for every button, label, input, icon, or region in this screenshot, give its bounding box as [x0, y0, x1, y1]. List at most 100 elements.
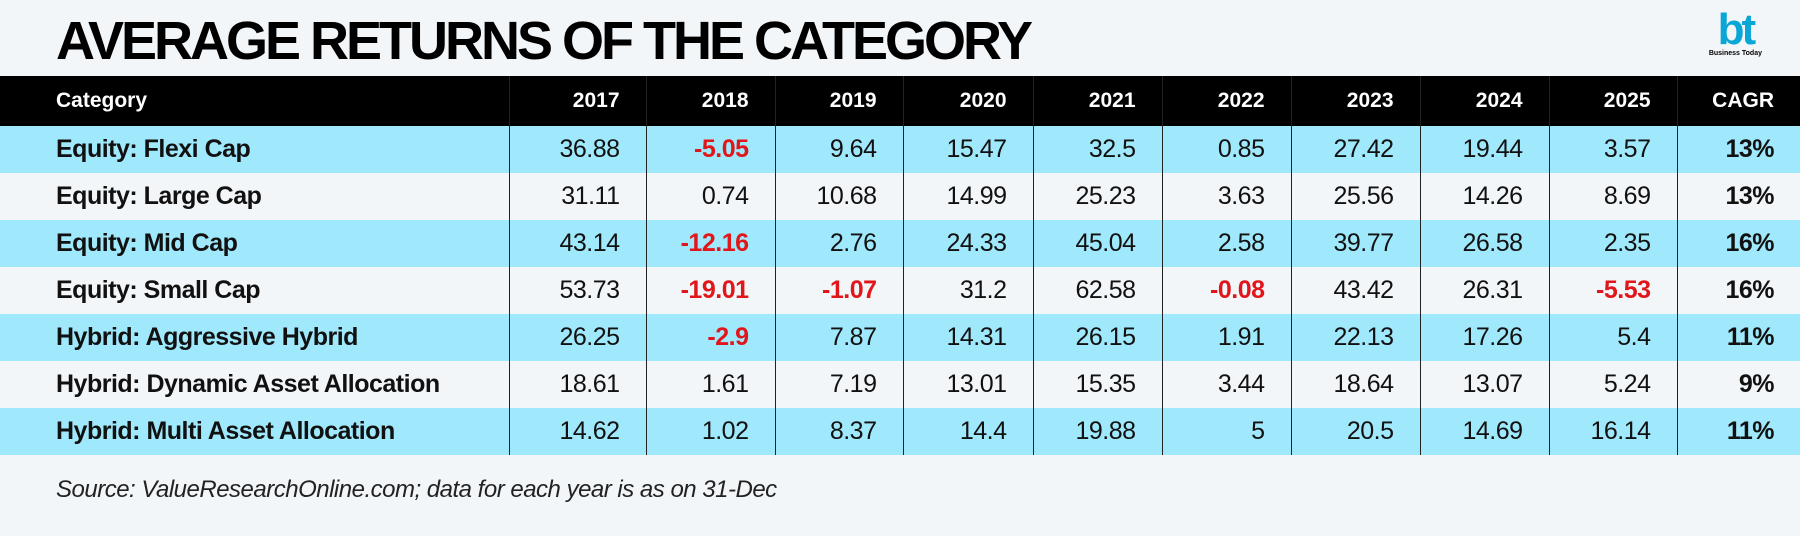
- column-header: 2019: [774, 76, 903, 126]
- value-cell: 26.58: [1419, 220, 1549, 267]
- table-row: Equity: Mid Cap 43.14 -12.16 2.76 24.33 45.04…: [0, 220, 1800, 267]
- value-cell: 3.63: [1161, 173, 1291, 220]
- value-cell: 18.64: [1290, 361, 1420, 408]
- value-cell: 8.69: [1548, 173, 1677, 220]
- category-cell: Equity: Flexi Cap: [0, 126, 509, 173]
- logo-mark: bt: [1717, 5, 1757, 54]
- table-row: Hybrid: Aggressive Hybrid 26.25 -2.9 7.87 14…: [0, 314, 1800, 361]
- column-header: CAGR: [1676, 76, 1800, 126]
- value-cell: -19.01: [645, 267, 775, 314]
- column-header: 2022: [1161, 76, 1291, 126]
- value-cell: -2.9: [645, 314, 775, 361]
- value-cell: 31.11: [508, 173, 646, 220]
- value-cell: 5: [1161, 408, 1291, 455]
- column-header: 2017: [508, 76, 646, 126]
- value-cell: 15.47: [902, 126, 1033, 173]
- value-cell: 25.23: [1032, 173, 1162, 220]
- value-cell: 36.88: [508, 126, 646, 173]
- value-cell: 11%: [1676, 408, 1800, 455]
- value-cell: 7.87: [774, 314, 903, 361]
- value-cell: -0.08: [1161, 267, 1291, 314]
- category-cell: Hybrid: Dynamic Asset Allocation: [56, 370, 440, 398]
- category-cell: Equity: Mid Cap: [0, 220, 509, 267]
- value-cell: 13%: [1676, 126, 1800, 173]
- value-cell: 27.42: [1290, 126, 1420, 173]
- value-cell: -5.53: [1548, 267, 1677, 314]
- value-cell: 15.35: [1032, 361, 1162, 408]
- column-header: 2021: [1032, 76, 1162, 126]
- value-cell: 53.73: [508, 267, 646, 314]
- header-row: Category 2017 2018 2019 2020 2021 2022 2023 2024…: [0, 76, 1800, 126]
- value-cell: 31.2: [902, 267, 1033, 314]
- value-cell: 14.4: [902, 408, 1033, 455]
- value-cell: 9.64: [774, 126, 903, 173]
- column-header: 2020: [902, 76, 1033, 126]
- value-cell: 22.13: [1290, 314, 1420, 361]
- table-row: Equity: Flexi Cap 36.88 -5.05 9.64 15.47 32.5…: [0, 126, 1800, 173]
- column-header: Category: [0, 76, 509, 126]
- value-cell: 24.33: [902, 220, 1033, 267]
- value-cell: 26.15: [1032, 314, 1162, 361]
- value-cell: 14.99: [902, 173, 1033, 220]
- value-cell: 16%: [1676, 220, 1800, 267]
- value-cell: 17.26: [1419, 314, 1549, 361]
- value-cell: 26.25: [508, 314, 646, 361]
- value-cell: 14.31: [902, 314, 1033, 361]
- value-cell: 9%: [1676, 361, 1800, 408]
- table-body: Equity: Flexi Cap 36.88 -5.05 9.64 15.47 32.5…: [0, 126, 1800, 455]
- value-cell: 25.56: [1290, 173, 1420, 220]
- returns-table: Category 2017 2018 2019 2020 2021 2022 2023 2024…: [0, 76, 1800, 455]
- table-row: Hybrid: Dynamic Asset Allocation 18.61 1.6…: [0, 361, 1800, 408]
- value-cell: 62.58: [1032, 267, 1162, 314]
- column-header: 2023: [1290, 76, 1420, 126]
- value-cell: 3.44: [1161, 361, 1291, 408]
- table-row: Equity: Large Cap 31.11 0.74 10.68 14.99 25.2…: [0, 173, 1800, 220]
- value-cell: 5.4: [1548, 314, 1677, 361]
- value-cell: 18.61: [508, 361, 646, 408]
- value-cell: 20.5: [1290, 408, 1420, 455]
- value-cell: 0.85: [1161, 126, 1291, 173]
- column-header: 2025: [1548, 76, 1677, 126]
- value-cell: -12.16: [645, 220, 775, 267]
- category-cell: Hybrid: Aggressive Hybrid: [0, 314, 509, 361]
- value-cell: 13.01: [902, 361, 1033, 408]
- logo-caption: Business Today: [1708, 50, 1762, 57]
- value-cell: 16%: [1676, 267, 1800, 314]
- value-cell: 0.74: [645, 173, 775, 220]
- value-cell: 1.02: [645, 408, 775, 455]
- value-cell: 10.68: [774, 173, 903, 220]
- category-cell: Equity: Large Cap: [56, 182, 262, 210]
- value-cell: 13%: [1676, 173, 1800, 220]
- value-cell: 1.91: [1161, 314, 1291, 361]
- logo: bt Business Today: [1708, 5, 1762, 58]
- value-cell: 43.14: [508, 220, 646, 267]
- column-header: 2024: [1419, 76, 1549, 126]
- value-cell: 2.76: [774, 220, 903, 267]
- value-cell: 13.07: [1419, 361, 1549, 408]
- value-cell: 39.77: [1290, 220, 1420, 267]
- value-cell: 2.58: [1161, 220, 1291, 267]
- value-cell: 7.19: [774, 361, 903, 408]
- category-cell: Hybrid: Multi Asset Allocation: [0, 408, 509, 455]
- value-cell: 43.42: [1290, 267, 1420, 314]
- category-cell: Equity: Small Cap: [56, 276, 261, 304]
- table-row: Equity: Small Cap 53.73 -19.01 -1.07 31.2 62.…: [0, 267, 1800, 314]
- value-cell: 19.88: [1032, 408, 1162, 455]
- value-cell: 14.26: [1419, 173, 1549, 220]
- column-header: 2018: [645, 76, 775, 126]
- value-cell: -5.05: [645, 126, 775, 173]
- value-cell: 1.61: [645, 361, 775, 408]
- title: AVERAGE RETURNS OF THE CATEGORY: [56, 11, 1033, 71]
- value-cell: 14.69: [1419, 408, 1549, 455]
- value-cell: 32.5: [1032, 126, 1162, 173]
- value-cell: 45.04: [1032, 220, 1162, 267]
- value-cell: 26.31: [1419, 267, 1549, 314]
- value-cell: 16.14: [1548, 408, 1677, 455]
- value-cell: 5.24: [1548, 361, 1677, 408]
- value-cell: 11%: [1676, 314, 1800, 361]
- table-row: Hybrid: Multi Asset Allocation 14.62 1.02 8…: [0, 408, 1800, 455]
- value-cell: -1.07: [774, 267, 903, 314]
- value-cell: 14.62: [508, 408, 646, 455]
- value-cell: 8.37: [774, 408, 903, 455]
